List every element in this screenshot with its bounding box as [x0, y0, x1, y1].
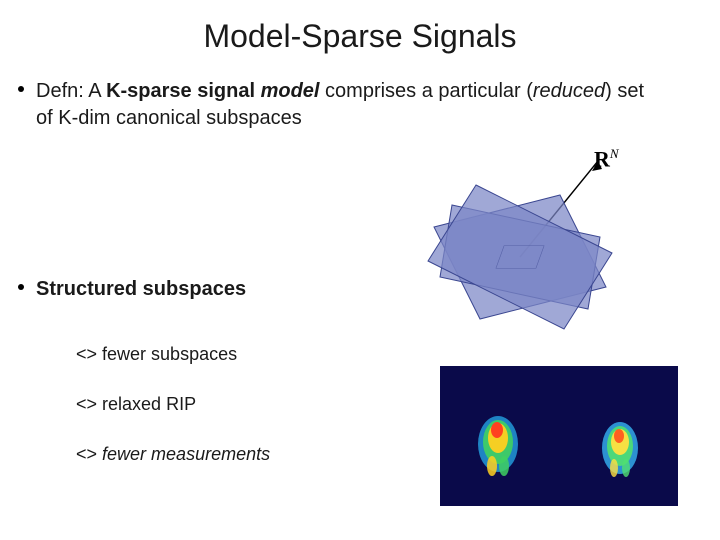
sub2-text: relaxed RIP	[102, 394, 196, 414]
sub2-pre: <>	[76, 394, 102, 414]
heatmap-image	[440, 366, 678, 506]
sub-bullet-3: <> fewer measurements	[76, 444, 270, 465]
defn-bullet: Defn: A K-sparse signal model comprises …	[36, 78, 666, 132]
defn-italic1: reduced	[533, 80, 605, 102]
defn-bold1: K-sparse signal	[106, 80, 261, 102]
heatmap-svg	[440, 366, 678, 506]
structured-text: Structured subspaces	[36, 278, 246, 300]
defn-prefix: Defn: A	[36, 80, 106, 102]
sub-bullet-2: <> relaxed RIP	[76, 394, 196, 415]
page-title: Model-Sparse Signals	[0, 0, 720, 55]
intersecting-planes-icon	[380, 152, 660, 352]
sub1-text: fewer subspaces	[102, 344, 237, 364]
sub-bullet-1: <> fewer subspaces	[76, 344, 237, 365]
defn-mid: comprises a particular (	[319, 80, 532, 102]
structured-bullet: Structured subspaces	[36, 276, 246, 303]
bullet-dot-icon	[18, 86, 24, 92]
sub3-pre: <>	[76, 444, 102, 464]
sub3-italic: fewer measurements	[102, 444, 270, 464]
defn-bolditalic: model	[261, 80, 320, 102]
sub1-pre: <>	[76, 344, 102, 364]
bullet-dot-icon	[18, 284, 24, 290]
